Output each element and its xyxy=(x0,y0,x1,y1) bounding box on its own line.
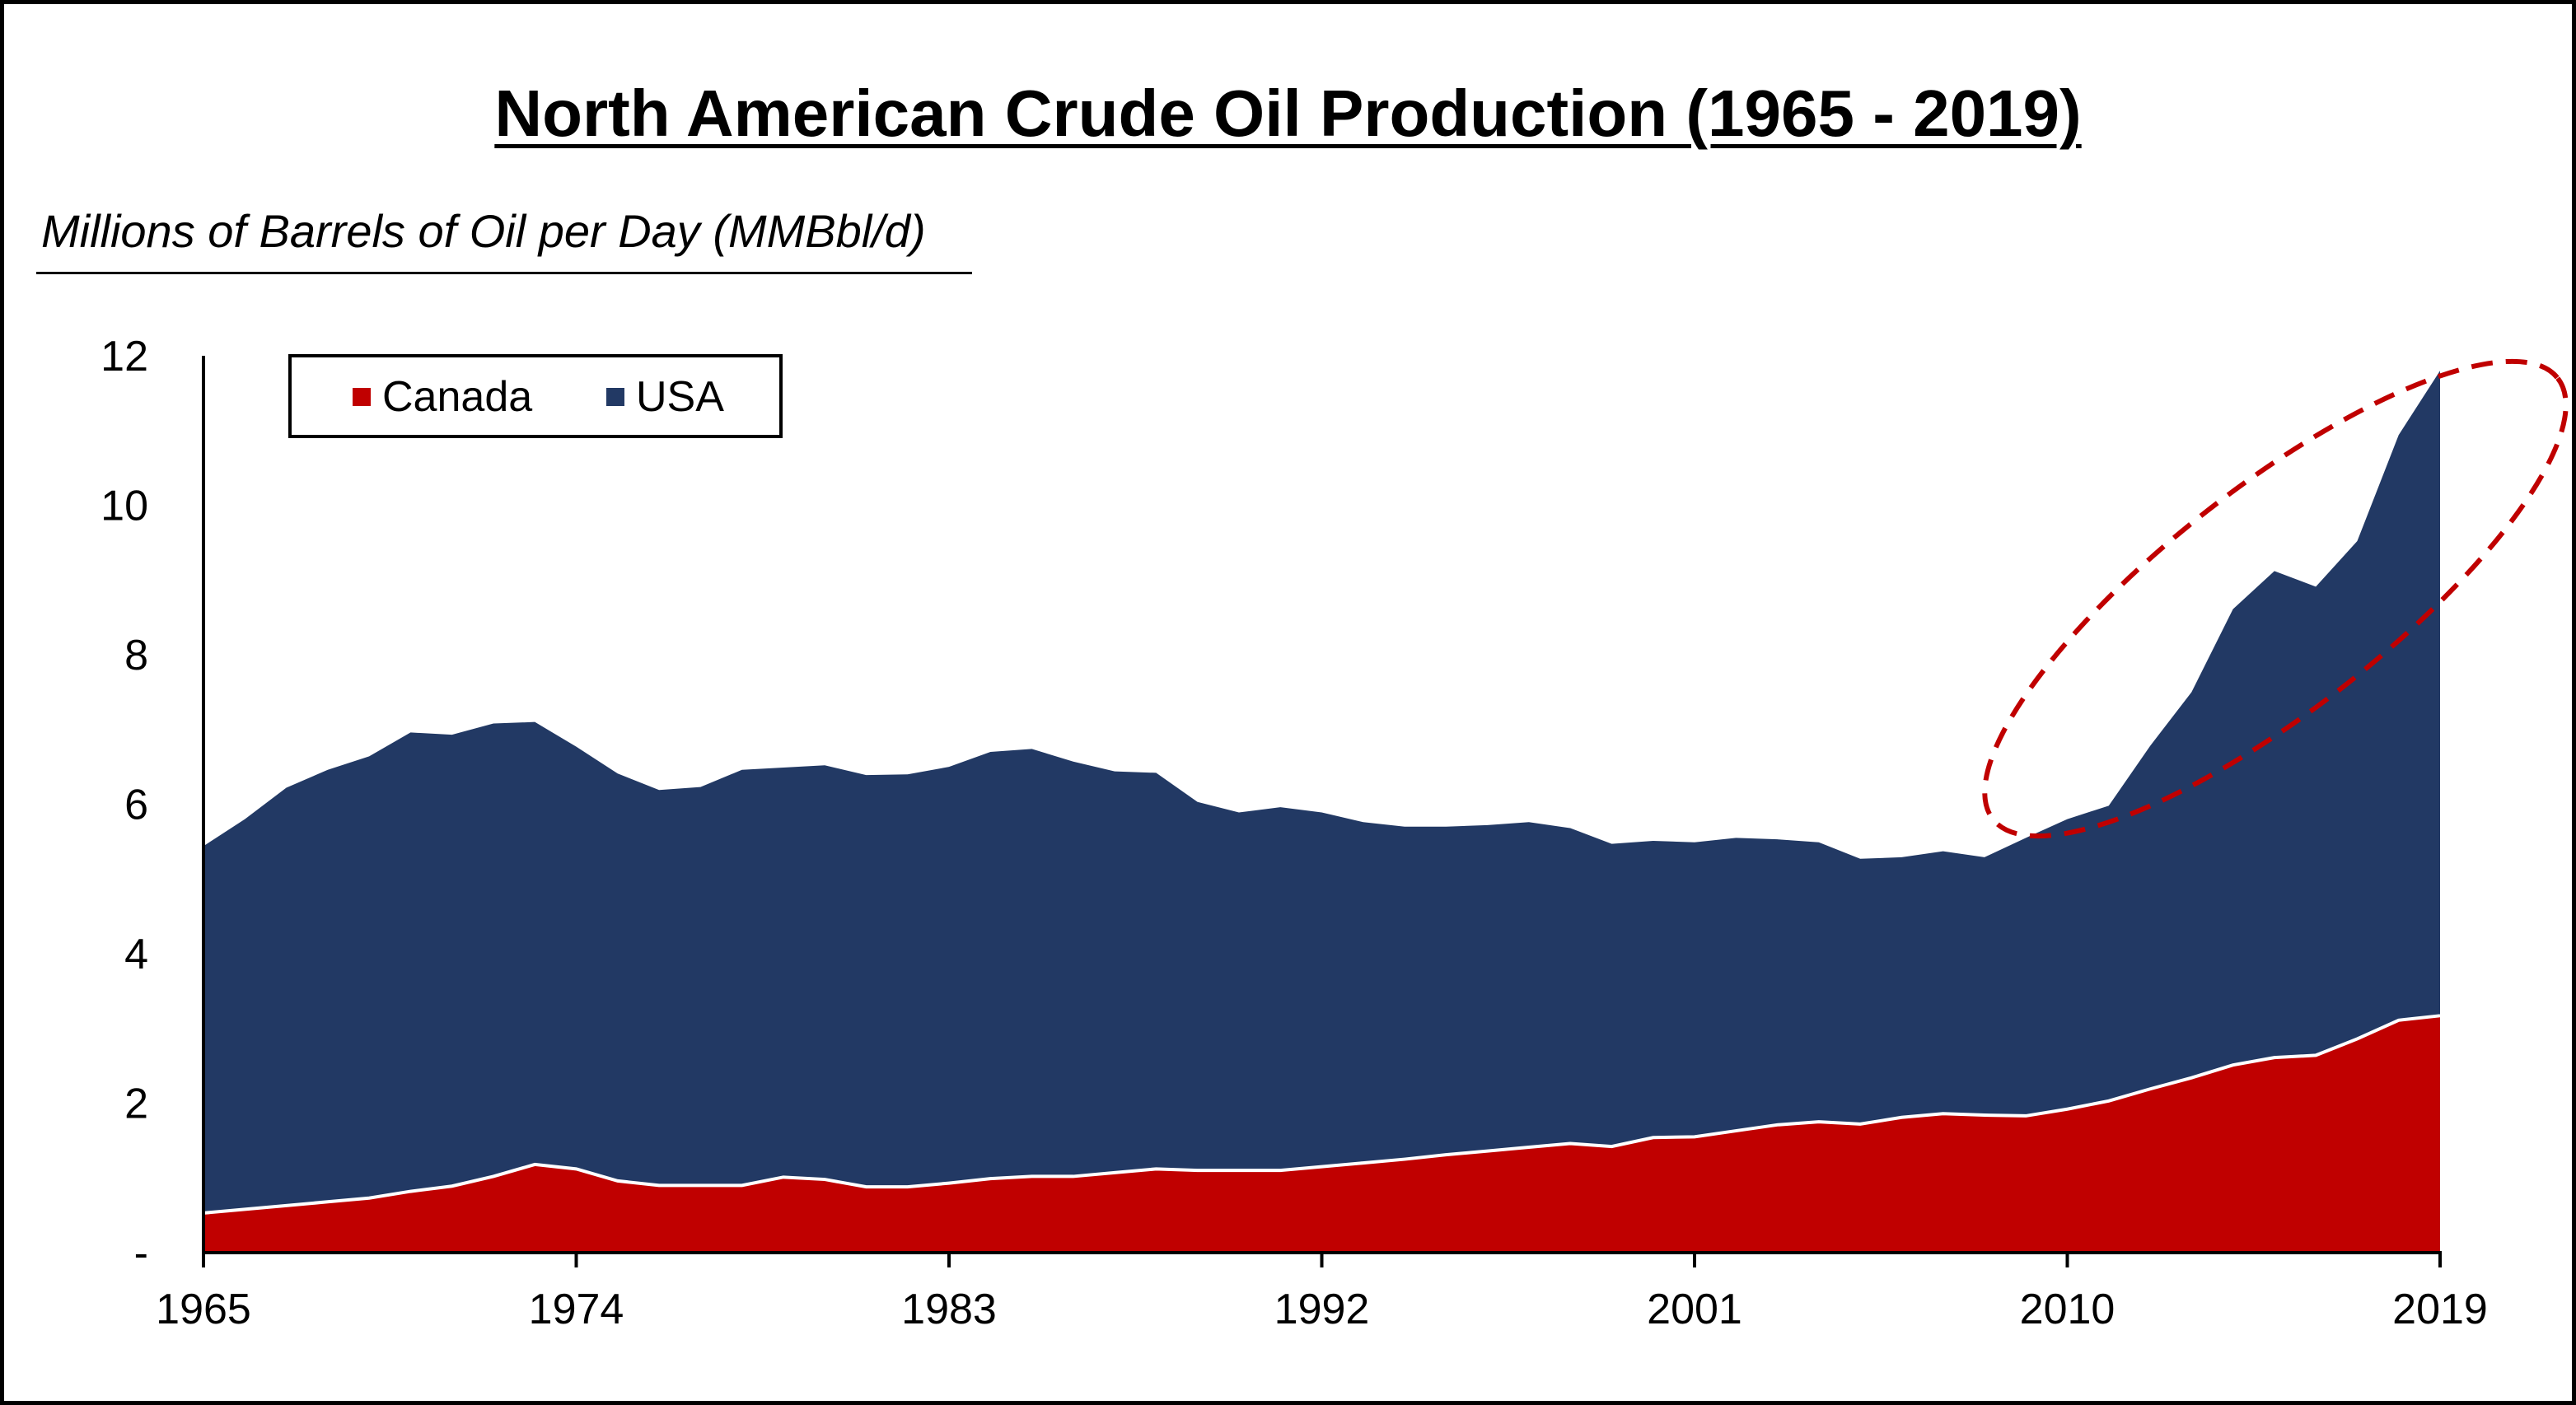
y-tick-label: - xyxy=(134,1230,148,1277)
unit-label: Millions of Barrels of Oil per Day (MMBb… xyxy=(41,205,926,257)
legend-label-canada: Canada xyxy=(382,373,532,421)
unit-label-rule xyxy=(36,272,972,274)
y-tick-label: 12 xyxy=(101,333,148,380)
x-tick-label: 1974 xyxy=(529,1286,624,1333)
y-tick-label: 6 xyxy=(124,782,148,829)
x-tick-label: 1983 xyxy=(901,1286,997,1333)
chart-title: North American Crude Oil Production (196… xyxy=(494,77,2082,150)
plot-areas xyxy=(203,371,2441,1253)
plot-annotation xyxy=(1982,358,2569,839)
x-tick-label: 2010 xyxy=(2020,1286,2115,1333)
legend-label-usa: USA xyxy=(636,373,724,421)
area-canada xyxy=(203,1015,2440,1253)
x-tick-label: 2001 xyxy=(1647,1286,1742,1333)
y-tick-label: 4 xyxy=(124,931,148,978)
x-tick-label: 2019 xyxy=(2392,1286,2488,1333)
y-tick-label: 10 xyxy=(101,483,148,530)
x-tick-label: 1992 xyxy=(1274,1286,1370,1333)
series-boundary-line xyxy=(203,1014,2441,1215)
y-tick-label: 8 xyxy=(124,632,148,679)
legend-box xyxy=(288,354,783,438)
y-tick-label: 2 xyxy=(124,1081,148,1128)
x-tick-label: 1965 xyxy=(156,1286,251,1333)
legend-swatch-usa xyxy=(606,388,624,406)
legend-swatch-canada xyxy=(353,388,371,406)
legend: Canada USA xyxy=(288,354,783,438)
highlight-ellipse xyxy=(1982,358,2569,839)
area-usa xyxy=(203,371,2440,1213)
plot-axes: - 2 4 6 8 10 12 1965 1974 1983 1992 2001 2010 2019 xyxy=(101,333,2488,1333)
